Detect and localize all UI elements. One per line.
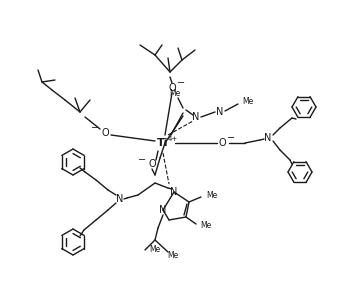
Text: −: − [227, 133, 235, 143]
Text: Ti: Ti [157, 138, 169, 148]
Text: Me: Me [242, 98, 253, 106]
Text: −: − [138, 155, 146, 165]
Text: 4+: 4+ [168, 136, 178, 142]
Text: Me: Me [167, 251, 179, 260]
Text: O: O [168, 83, 176, 93]
Text: Me: Me [170, 90, 181, 99]
Text: N: N [216, 107, 224, 117]
Text: Me: Me [200, 221, 211, 230]
Text: O: O [101, 128, 109, 138]
Text: Me: Me [206, 191, 217, 200]
Text: N: N [264, 133, 272, 143]
Text: O: O [218, 138, 226, 148]
Text: N: N [159, 205, 167, 215]
Text: O: O [148, 159, 156, 169]
Text: N: N [116, 194, 124, 204]
Text: Me: Me [149, 246, 161, 255]
Text: N: N [192, 112, 200, 122]
Text: N: N [170, 187, 178, 197]
Text: −: − [177, 78, 185, 88]
Text: −: − [91, 123, 99, 133]
